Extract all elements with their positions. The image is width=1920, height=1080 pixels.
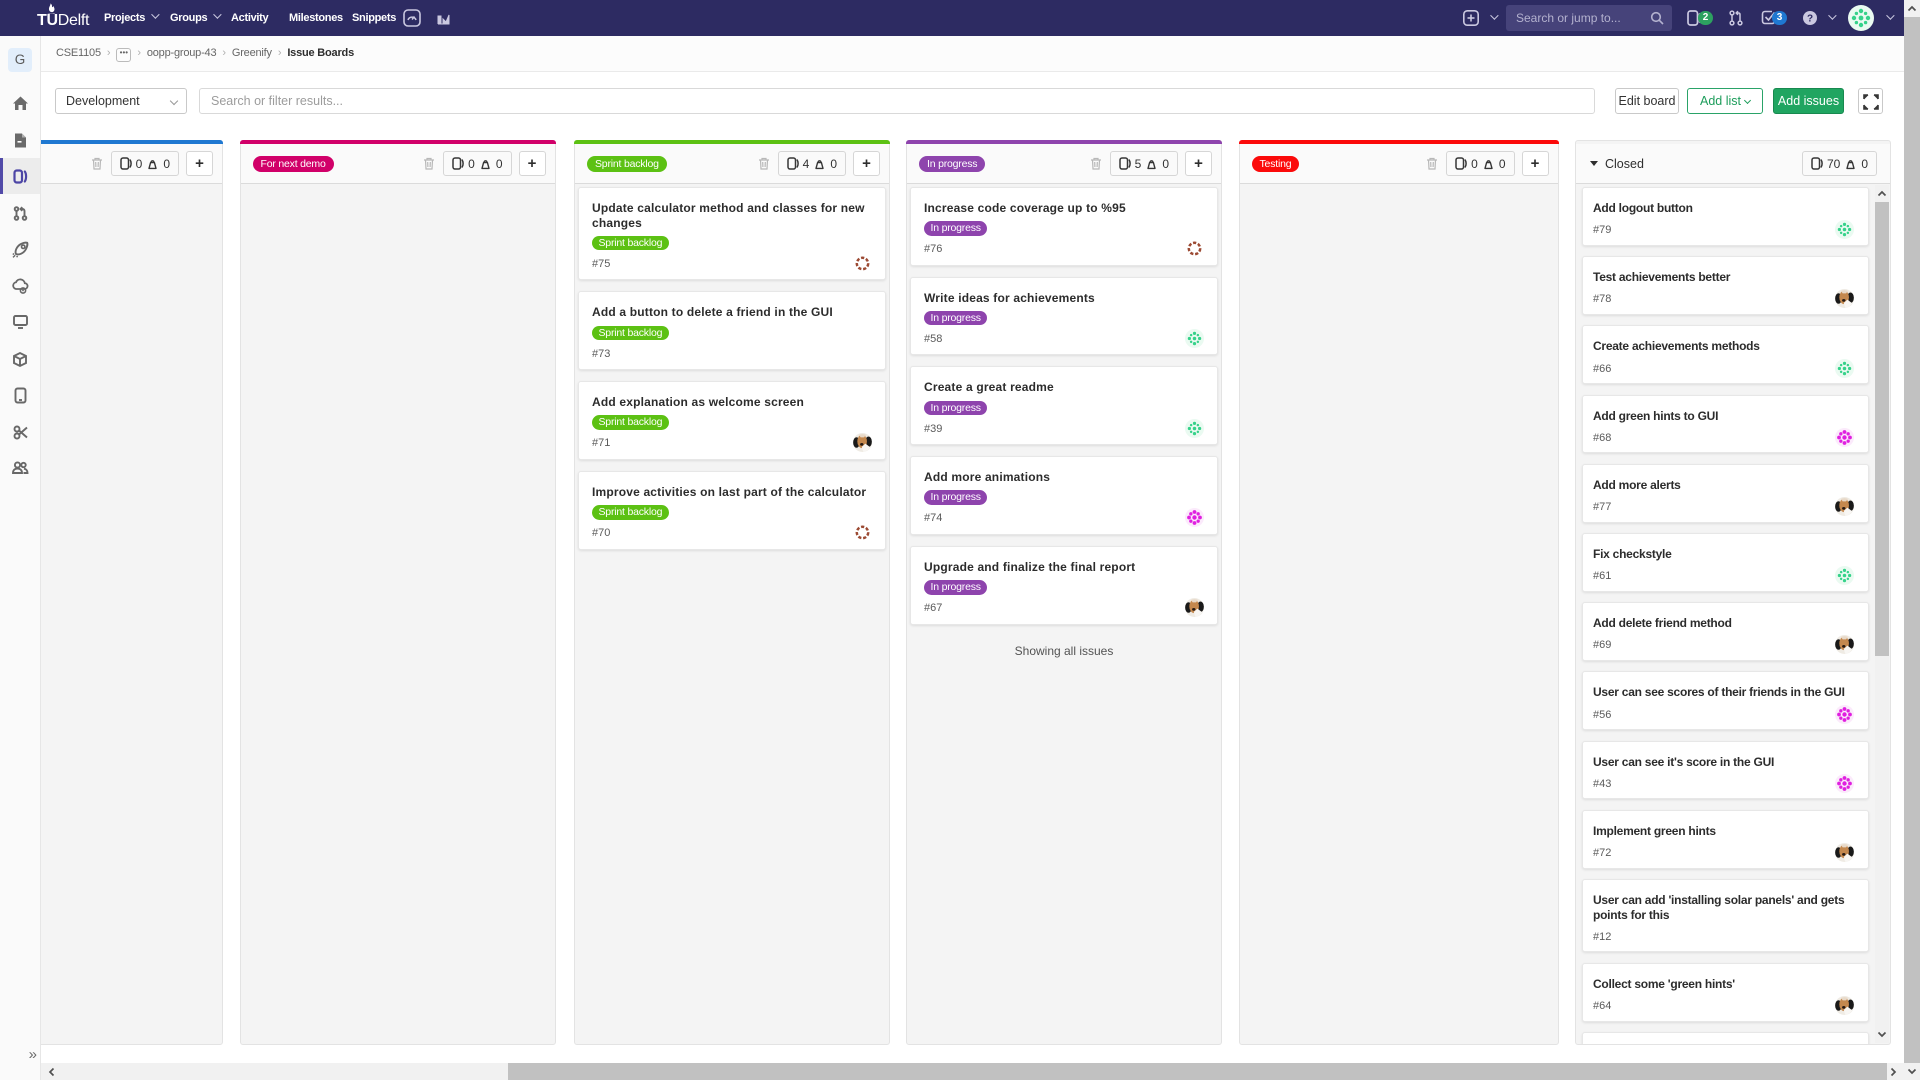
svg-text:?: ?: [1807, 14, 1813, 25]
